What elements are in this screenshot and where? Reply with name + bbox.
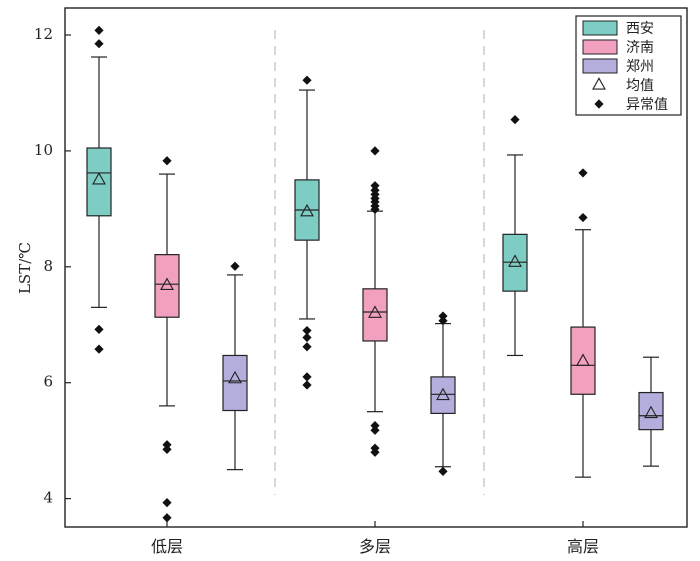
y-axis-label: LST/℃: [16, 242, 34, 294]
box-2-2: [362, 146, 388, 457]
box-iqr: [430, 376, 456, 415]
y-tick-label-6: 6: [43, 373, 53, 391]
outlier-point: [302, 380, 312, 390]
legend-label-outlier: 异常值: [626, 97, 668, 113]
box-3-2: [430, 311, 456, 476]
box-1-1: [86, 25, 112, 354]
box-iqr: [570, 326, 596, 395]
legend-swatch-2: [582, 39, 618, 55]
box-1-2: [294, 75, 320, 390]
outlier-point: [94, 344, 104, 354]
x-category-label-3: 高层: [567, 537, 599, 556]
group-separators: [274, 30, 485, 495]
outlier-point: [162, 156, 172, 166]
outlier-point: [302, 332, 312, 343]
box-3-3: [638, 356, 664, 467]
legend-label-1: 西安: [626, 21, 654, 37]
legend-label-3: 郑州: [626, 59, 654, 75]
outlier-point: [94, 324, 104, 334]
y-tick-label-8: 8: [43, 257, 53, 275]
outlier-point: [438, 466, 448, 476]
legend-swatch-1: [582, 20, 618, 36]
outlier-point: [162, 498, 172, 508]
mean-marker: [436, 387, 450, 401]
outlier-point: [578, 212, 588, 223]
outlier-point: [302, 75, 312, 85]
outlier-point: [370, 425, 380, 435]
outlier-point: [370, 146, 380, 156]
outlier-point: [438, 316, 448, 326]
mean-marker: [228, 370, 242, 384]
outlier-point: [302, 372, 312, 382]
outlier-point: [370, 447, 380, 457]
mean-marker: [644, 405, 658, 419]
outlier-point: [302, 342, 312, 352]
box-iqr: [86, 147, 112, 217]
x-axis-categories: 低层 多层 高层: [151, 521, 599, 556]
outlier-point: [370, 204, 380, 215]
outlier-point: [162, 440, 172, 450]
x-category-label-2: 多层: [359, 537, 391, 556]
y-tick-label-4: 4: [43, 489, 53, 507]
outlier-point: [162, 444, 172, 454]
box-2-1: [154, 156, 180, 523]
legend-label-mean: 均值: [626, 78, 654, 94]
legend-outlier-icon: [594, 99, 604, 109]
mean-marker: [576, 353, 590, 366]
legend-swatch-3: [582, 58, 618, 74]
outlier-point: [510, 115, 520, 125]
outlier-point: [302, 325, 312, 336]
box-2-3: [570, 168, 596, 478]
box-3-1: [222, 261, 248, 471]
outlier-point: [94, 39, 104, 49]
plot-frame: [64, 7, 688, 528]
box-series: [86, 25, 664, 523]
outlier-point: [370, 420, 380, 431]
box-iqr: [154, 254, 180, 318]
outlier-point: [94, 25, 104, 35]
mean-marker: [92, 172, 106, 185]
box-iqr: [638, 391, 664, 431]
mean-marker: [368, 305, 382, 318]
x-category-label-1: 低层: [151, 537, 183, 556]
outlier-point: [162, 513, 172, 523]
outlier-point: [230, 261, 240, 271]
legend-label-2: 济南: [626, 40, 654, 56]
mean-marker: [300, 203, 314, 217]
box-1-3: [502, 115, 528, 357]
y-tick-label-12: 12: [34, 25, 53, 43]
y-axis-ticks: 4 6 8 10 12: [34, 25, 71, 507]
mean-marker: [508, 254, 522, 267]
y-tick-label-10: 10: [34, 141, 53, 159]
mean-marker: [160, 277, 174, 290]
legend-mean-icon: [592, 77, 606, 90]
box-iqr: [362, 288, 388, 342]
outlier-point: [370, 181, 380, 191]
axes: [64, 7, 688, 528]
outlier-point: [578, 168, 588, 178]
outlier-point: [438, 311, 448, 321]
